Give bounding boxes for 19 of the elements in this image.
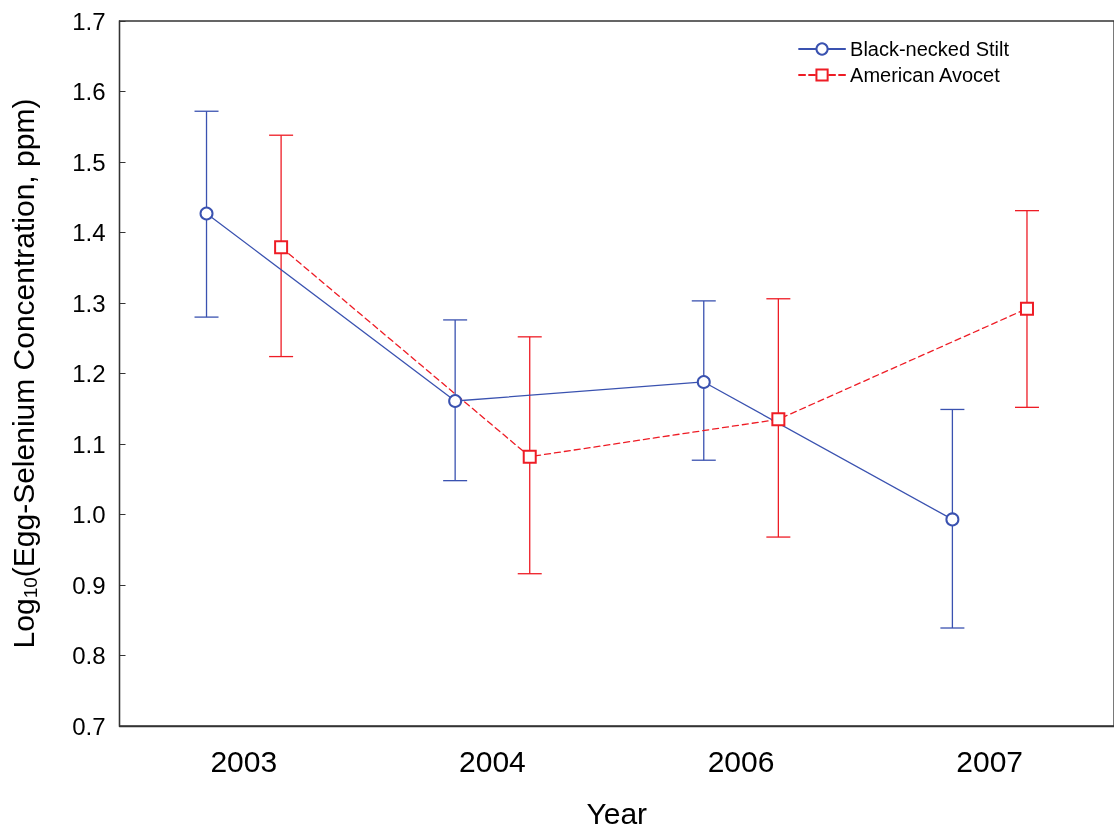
y-tick-label: 0.9 [72,571,106,599]
y-tick-label: 1.7 [72,7,106,35]
y-tick-label: 1.3 [72,289,106,317]
y-tick-label: 1.6 [72,78,106,105]
x-tick-label: 2006 [707,744,775,778]
y-tick-label: 1.2 [72,360,106,387]
x-tick-label: 2004 [459,744,526,778]
legend-label: Black-necked Stilt [850,38,1010,60]
y-tick-label: 1.4 [72,219,106,246]
y-axis-title: Log10(Egg-Selenium Concentration, ppm) [6,98,41,649]
y-tick-label: 1.5 [72,148,106,176]
y-tick-label: 0.8 [72,642,106,669]
y-tick-label: 1.1 [72,430,106,458]
x-tick-label: 2007 [956,744,1024,778]
x-axis-title: Year [586,796,648,830]
legend-label: American Avocet [850,64,1001,86]
y-tick-label: 1.0 [72,501,106,528]
x-tick-label: 2003 [210,744,278,778]
y-tick-label: 0.7 [72,712,106,740]
